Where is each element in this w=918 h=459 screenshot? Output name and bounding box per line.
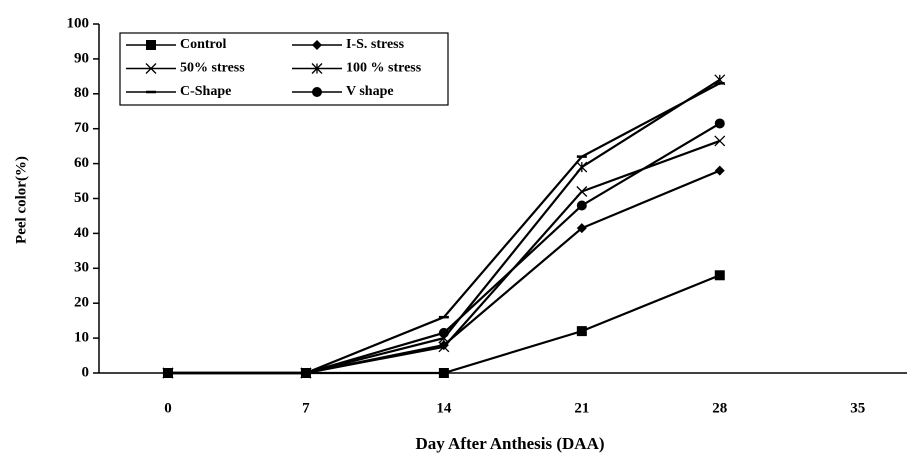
legend-marker (311, 63, 323, 74)
y-tick-label: 50 (74, 190, 89, 206)
y-tick-label: 90 (74, 50, 89, 66)
marker (438, 327, 449, 338)
marker (714, 165, 725, 176)
legend-marker (312, 87, 322, 97)
marker (576, 223, 587, 234)
x-tick-label: 35 (850, 400, 865, 416)
y-tick-label: 80 (74, 85, 89, 101)
y-tick-label: 40 (74, 225, 89, 241)
legend-label: 100 % stress (346, 61, 422, 76)
legend-label: V shape (346, 84, 394, 99)
y-tick-label: 100 (67, 15, 90, 31)
y-tick-label: 0 (82, 364, 90, 380)
x-axis-label: Day After Anthesis (DAA) (415, 434, 604, 453)
y-tick-label: 70 (74, 120, 89, 136)
marker (576, 186, 588, 197)
legend-marker (145, 63, 157, 74)
marker (714, 270, 725, 281)
y-tick-label: 60 (74, 155, 89, 171)
x-tick-label: 14 (436, 400, 452, 416)
marker (162, 368, 173, 378)
marker (300, 368, 311, 378)
y-tick-label: 10 (74, 330, 89, 346)
legend-marker (312, 40, 322, 50)
y-tick-label: 20 (74, 295, 89, 311)
legend-label: C-Shape (180, 84, 231, 99)
y-tick-label: 30 (74, 260, 89, 276)
marker (438, 341, 450, 353)
series-line (167, 274, 721, 375)
x-tick-label: 28 (712, 400, 727, 416)
x-tick-label: 7 (302, 400, 310, 416)
marker (714, 118, 725, 129)
marker (714, 135, 726, 147)
x-tick-label: 21 (574, 400, 589, 416)
marker (438, 368, 449, 378)
legend-marker (146, 40, 156, 50)
marker (576, 161, 588, 173)
legend-label: I-S. stress (346, 37, 405, 52)
legend-label: Control (180, 37, 227, 52)
marker (576, 326, 587, 337)
legend-label: 50% stress (180, 61, 245, 76)
marker (576, 200, 587, 211)
x-tick-label: 0 (164, 400, 172, 416)
y-axis-label: Peel color(%) (13, 156, 29, 244)
